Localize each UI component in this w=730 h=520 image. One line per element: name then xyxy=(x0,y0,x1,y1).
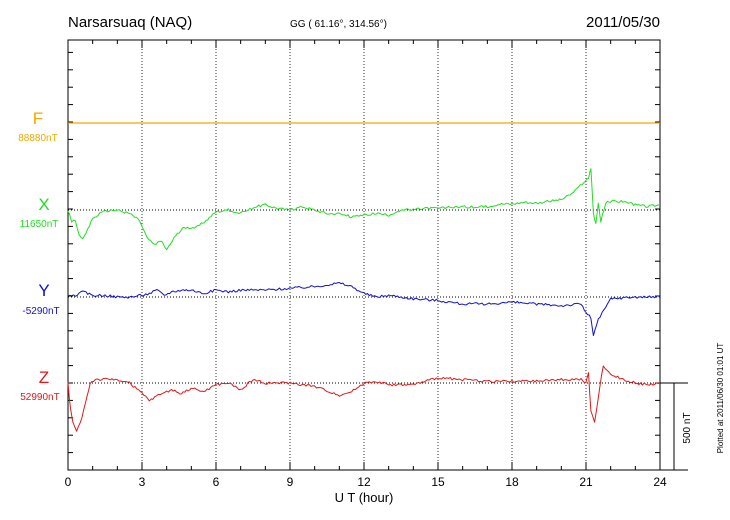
series-line-z xyxy=(67,365,661,432)
x-tick-label: 0 xyxy=(65,475,72,489)
x-axis-label: U T (hour) xyxy=(335,490,394,505)
axis-ticks xyxy=(67,40,661,470)
series-line-x xyxy=(67,168,661,251)
scale-bar xyxy=(660,382,688,471)
series-lines xyxy=(67,122,661,432)
coordinates-label: GG ( 61.16°, 314.56°) xyxy=(290,19,387,30)
series-label-z: Z xyxy=(39,368,49,387)
baseline-value-y: -5290nT xyxy=(22,306,59,317)
series-label-x: X xyxy=(38,195,49,214)
baseline-value-x: 11650nT xyxy=(20,219,59,230)
series-label-f: F xyxy=(33,109,43,128)
series-label-y: Y xyxy=(38,281,49,300)
plot-frame xyxy=(67,39,661,471)
x-tick-label: 15 xyxy=(431,475,445,489)
x-tick-label: 21 xyxy=(579,475,593,489)
x-tick-label: 3 xyxy=(139,475,146,489)
station-title: Narsarsuaq (NAQ) xyxy=(68,14,192,31)
x-tick-label: 12 xyxy=(357,475,371,489)
scale-bar-label: 500 nT xyxy=(682,412,693,443)
plotted-at-note: Plotted at 2011/06/30 01:01 UT xyxy=(716,343,725,454)
baseline-value-z: 52990nT xyxy=(20,392,59,403)
series-line-y xyxy=(67,282,661,336)
date-label: 2011/05/30 xyxy=(586,14,660,31)
x-tick-label: 24 xyxy=(653,475,667,489)
baseline-value-f: 88880nT xyxy=(18,133,57,144)
x-tick-label: 6 xyxy=(213,475,220,489)
x-tick-label: 9 xyxy=(287,475,294,489)
x-tick-label: 18 xyxy=(505,475,519,489)
vertical-grid xyxy=(141,40,587,470)
x-tick-labels: 0 3 6 9 12 15 18 21 24 xyxy=(65,475,667,489)
